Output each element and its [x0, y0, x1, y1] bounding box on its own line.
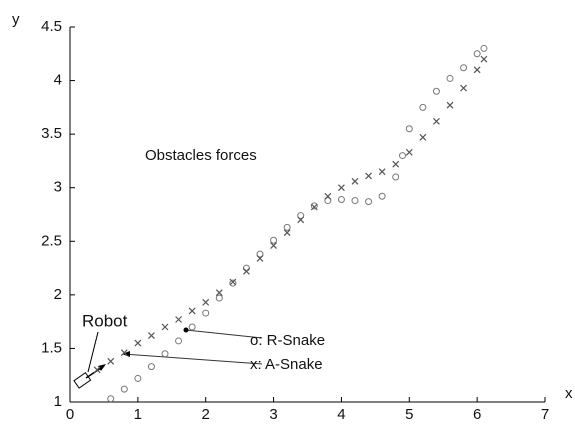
point	[134, 374, 142, 382]
x-tick-label: 7	[541, 406, 549, 423]
point	[310, 202, 318, 210]
y-tick-label: 4	[54, 72, 62, 89]
legend-entry: o: R-Snake	[250, 332, 325, 349]
x-tick-label: 0	[66, 406, 74, 423]
point	[324, 192, 332, 200]
y-axis-label: y	[12, 11, 20, 28]
leader-dot	[183, 327, 189, 333]
point	[337, 196, 345, 203]
point	[202, 309, 210, 317]
point	[480, 44, 488, 52]
x-tick-label: 2	[202, 406, 210, 423]
y-tick-label: 1.5	[41, 339, 62, 356]
point	[175, 337, 183, 345]
point	[283, 223, 291, 231]
arrow-head	[98, 364, 106, 371]
point	[419, 133, 427, 141]
point	[188, 307, 196, 315]
y-tick-label: 3.5	[41, 125, 62, 142]
point	[365, 172, 372, 180]
leader-line	[185, 329, 263, 339]
y-tick-label: 2.5	[41, 232, 62, 249]
point	[297, 212, 305, 220]
point	[283, 229, 291, 237]
point	[419, 103, 427, 111]
point	[256, 255, 264, 262]
point	[215, 289, 223, 297]
legend-entry: x: A-Snake	[250, 356, 323, 373]
point	[460, 84, 467, 92]
y-tick-label: 3	[54, 179, 62, 196]
point	[120, 385, 128, 393]
x-tick-label: 1	[134, 406, 142, 423]
point	[378, 192, 386, 200]
point	[351, 177, 359, 185]
annotation: Robot	[82, 311, 128, 330]
point	[392, 160, 400, 168]
leader-line	[123, 353, 263, 365]
point	[134, 339, 142, 347]
y-tick-label: 1	[54, 393, 62, 410]
point	[215, 294, 223, 302]
x-tick-label: 6	[473, 406, 481, 423]
point	[405, 148, 413, 156]
point	[405, 125, 413, 133]
x-tick-label: 4	[337, 406, 345, 423]
point	[270, 236, 278, 244]
point	[229, 279, 237, 287]
point	[120, 349, 128, 357]
point	[473, 50, 481, 58]
point	[243, 267, 250, 275]
y-tick-label: 2	[54, 286, 62, 303]
point	[161, 350, 169, 358]
point	[446, 74, 454, 82]
point	[297, 216, 305, 224]
point	[93, 366, 101, 374]
point	[107, 395, 115, 403]
point	[365, 198, 373, 206]
x-tick-label: 5	[405, 406, 413, 423]
point	[202, 298, 210, 306]
point	[175, 316, 182, 323]
annotation: Obstacles forces	[145, 147, 257, 164]
point	[161, 323, 169, 331]
point	[147, 363, 155, 371]
point	[473, 66, 481, 74]
point	[310, 203, 318, 211]
point	[446, 101, 454, 109]
point	[432, 87, 440, 95]
point	[107, 357, 115, 365]
point	[392, 173, 400, 181]
point	[480, 55, 488, 63]
x-tick-label: 3	[269, 406, 277, 423]
point	[351, 197, 359, 205]
robot-pointer	[87, 331, 99, 373]
point	[324, 197, 332, 205]
point	[338, 184, 345, 192]
robot	[73, 372, 92, 389]
point	[229, 278, 237, 286]
point	[433, 117, 440, 125]
x-axis-label: x	[565, 385, 573, 402]
point	[399, 152, 406, 160]
point	[378, 168, 386, 176]
point	[460, 64, 468, 72]
y-tick-label: 4.5	[41, 18, 62, 35]
point	[270, 242, 277, 249]
point	[256, 250, 264, 258]
point	[242, 264, 250, 272]
point	[188, 323, 196, 331]
point	[148, 332, 155, 339]
